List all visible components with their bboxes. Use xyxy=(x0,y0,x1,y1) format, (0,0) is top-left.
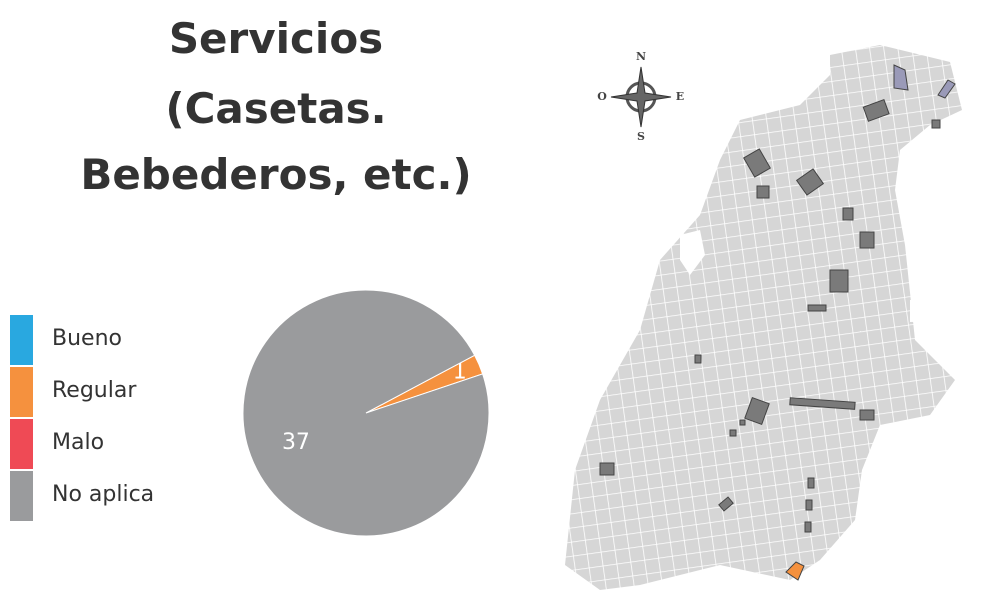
legend-swatch xyxy=(10,367,33,417)
map-block xyxy=(680,170,968,322)
legend-label: Bueno xyxy=(52,326,122,351)
map-blocks xyxy=(599,99,941,533)
map-block xyxy=(893,64,956,99)
compass-label: N xyxy=(636,50,646,63)
data-label: 1 xyxy=(453,360,467,385)
compass-label: S xyxy=(637,130,645,143)
compass-star xyxy=(610,66,672,128)
legend-swatch xyxy=(10,471,33,521)
compass-label: O xyxy=(597,90,607,103)
legend: Bueno Regular Malo No aplica xyxy=(10,315,154,521)
legend-label: Malo xyxy=(52,430,104,455)
chart-title: Servicios xyxy=(169,14,383,63)
pie: 1 37 xyxy=(242,289,490,537)
legend-label: No aplica xyxy=(52,482,154,507)
legend-label: Regular xyxy=(52,378,137,403)
legend-swatch xyxy=(10,315,33,365)
pie-slice xyxy=(242,289,490,537)
map-block xyxy=(785,561,805,581)
map-area xyxy=(565,45,962,590)
legend-swatch xyxy=(10,419,33,469)
chart-title: (Casetas. xyxy=(165,84,386,133)
map: N S E O xyxy=(565,45,968,590)
compass: N S E O xyxy=(597,50,684,143)
data-label: 37 xyxy=(282,430,310,455)
chart-title: Bebederos, etc.) xyxy=(80,150,471,199)
compass-label: E xyxy=(676,90,684,103)
